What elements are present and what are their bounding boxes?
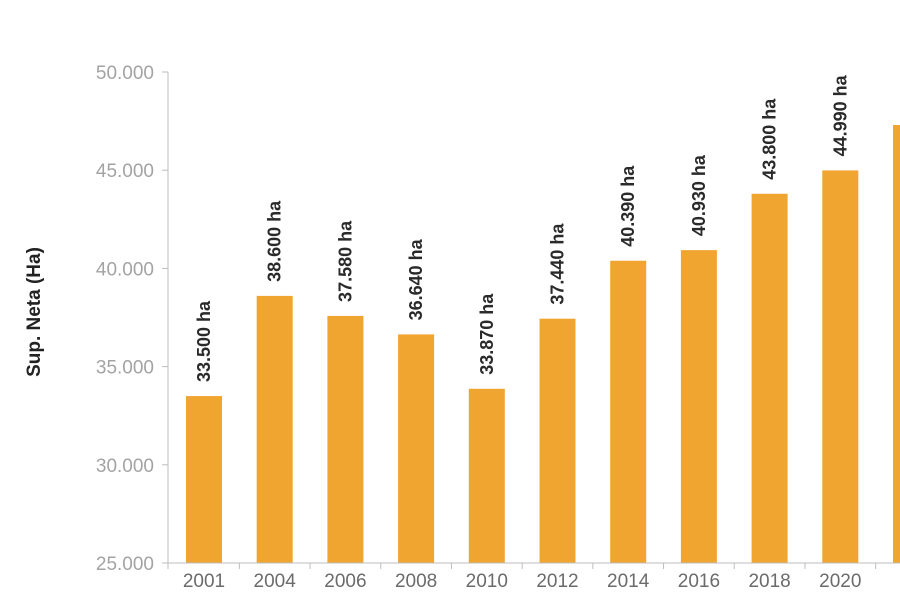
bar-2014 <box>610 260 647 563</box>
y-axis: 25.000 30.000 35.000 40.000 45.000 50.000 <box>96 63 169 575</box>
x-tick-label: 2014 <box>607 571 650 592</box>
bar-2004 <box>256 295 293 563</box>
y-tick-label: 40.000 <box>96 259 154 280</box>
x-tick-label: 2016 <box>678 571 720 592</box>
data-label: 37.580 ha <box>335 220 355 302</box>
bar-2012 <box>539 318 576 563</box>
x-tick-label: 2018 <box>748 571 790 592</box>
bar-2 <box>893 125 900 563</box>
data-label: 33.870 ha <box>477 293 497 375</box>
data-label: 44.990 ha <box>830 74 850 156</box>
bar-2020 <box>822 170 859 563</box>
x-tick-label: 2001 <box>183 571 225 592</box>
data-label: 43.800 ha <box>760 98 780 180</box>
y-tick-label: 35.000 <box>96 358 154 379</box>
bar-2006 <box>327 315 364 563</box>
y-tick-label: 45.000 <box>96 161 154 182</box>
x-tick-label: 2010 <box>466 571 508 592</box>
x-axis: 2001 2004 2006 2008 2010 2012 2014 2016 2018 2020… <box>168 562 900 592</box>
x-tick-label: 2008 <box>395 571 437 592</box>
y-tick-label: 50.000 <box>96 63 154 84</box>
y-tick-label: 25.000 <box>96 554 154 575</box>
data-label: 37.440 ha <box>548 223 568 305</box>
bars: 33.500 ha 38.600 ha 37.580 ha 36.640 ha 33.8… <box>186 74 900 563</box>
bar-2018 <box>751 193 788 563</box>
bar-2001 <box>186 396 222 563</box>
y-tick-label: 30.000 <box>96 456 154 477</box>
bar-2008 <box>398 334 435 563</box>
data-label: 38.600 ha <box>265 200 285 282</box>
data-label: 40.390 ha <box>618 165 638 247</box>
x-tick-label: 2006 <box>324 571 366 592</box>
data-label: 33.500 ha <box>194 300 214 382</box>
bar-2016 <box>680 250 717 563</box>
y-axis-label: Sup. Neta (Ha) <box>24 247 45 377</box>
x-tick-label: 2020 <box>819 571 861 592</box>
x-tick-label: 2012 <box>536 571 578 592</box>
bar-2010 <box>468 388 505 563</box>
data-label: 36.640 ha <box>406 238 426 320</box>
data-label: 40.930 ha <box>689 154 709 236</box>
x-tick-label: 2004 <box>254 571 297 592</box>
